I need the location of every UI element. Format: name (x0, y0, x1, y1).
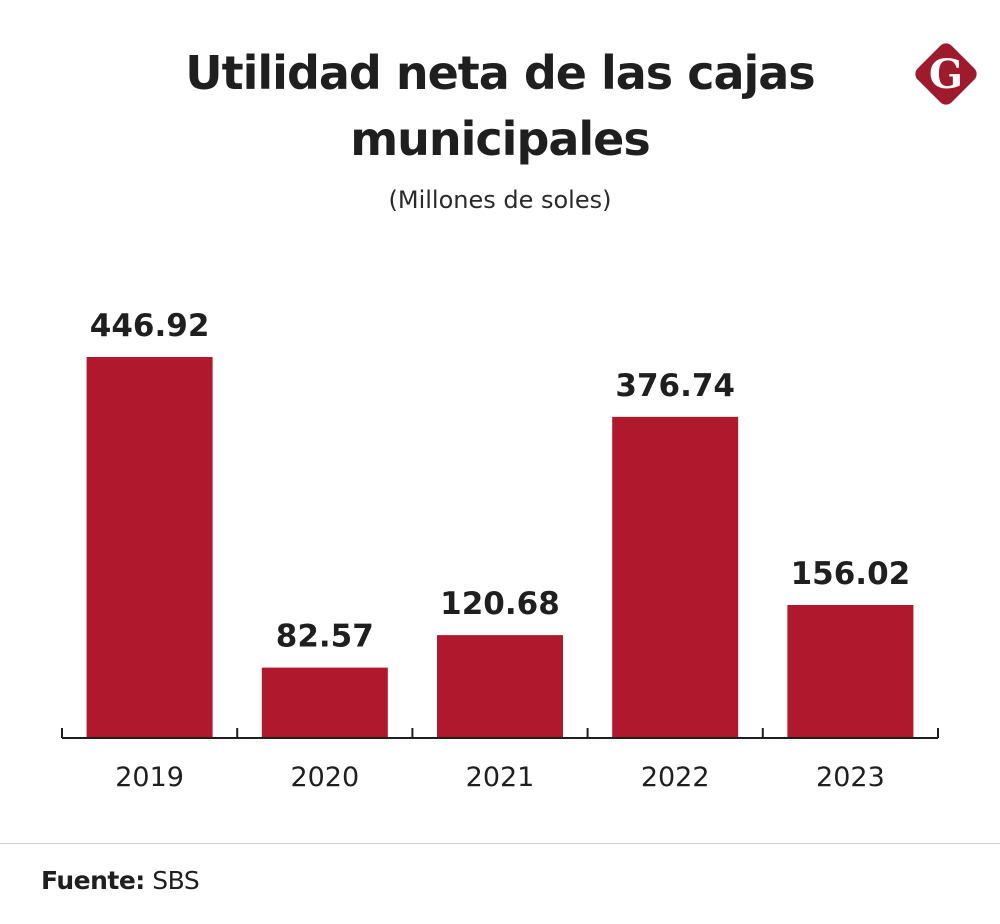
bar-2021 (437, 635, 563, 738)
data-label-2019: 446.92 (90, 308, 210, 344)
bar-2020 (261, 667, 388, 738)
source-note: Fuente: SBS (41, 866, 200, 895)
x-tick-label-2020: 2020 (290, 762, 359, 793)
g-diamond-logo-icon: G (915, 43, 977, 105)
bar-2023 (787, 604, 914, 738)
data-label-2022: 376.74 (615, 368, 735, 404)
data-label-2021: 120.68 (440, 586, 560, 622)
footer-divider (0, 843, 1000, 844)
bar-2019 (86, 357, 213, 738)
chart-title-line-2: municipales (350, 112, 651, 166)
bar-2022 (612, 416, 739, 738)
source-value: SBS (152, 866, 200, 895)
x-tick-label-2021: 2021 (466, 762, 535, 793)
data-label-2023: 156.02 (791, 556, 911, 592)
source-label: Fuente: (41, 866, 145, 895)
svg-text:G: G (929, 51, 963, 98)
x-tick-label-2019: 2019 (115, 762, 184, 793)
data-label-2020: 82.57 (276, 619, 374, 655)
chart-title-line-1: Utilidad neta de las cajas (185, 46, 815, 100)
chart-title: Utilidad neta de las cajas municipales (0, 40, 1000, 172)
chart-subtitle: (Millones de soles) (388, 186, 612, 214)
x-tick-label-2023: 2023 (816, 762, 885, 793)
x-tick-label-2022: 2022 (641, 762, 710, 793)
